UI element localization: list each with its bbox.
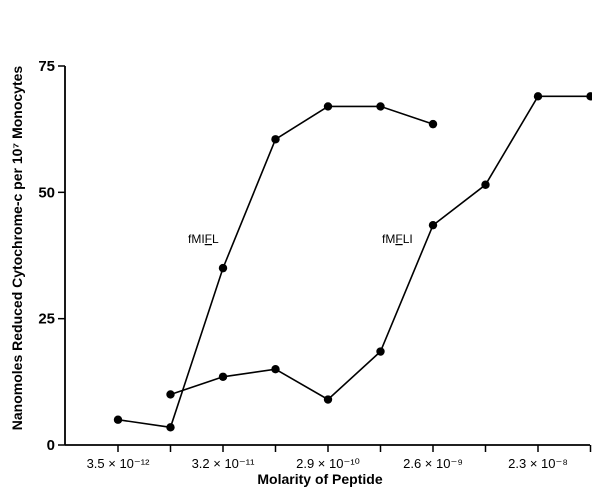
axes [64, 66, 590, 446]
y-tick-label-0: 0 [47, 437, 55, 454]
series-layer [113, 92, 592, 432]
data-point-fmifl-0 [113, 415, 123, 424]
data-point-fmfli-6 [481, 180, 490, 189]
data-point-fmifl-1 [166, 423, 175, 432]
y-tick-label-3: 75 [38, 58, 55, 75]
x-tick-label-1: 3.2 × 10⁻¹¹ [192, 456, 256, 471]
data-point-fmfli-0 [166, 390, 175, 399]
series-label-fmifl: fMIFL [188, 232, 219, 246]
data-point-fmfli-4 [376, 347, 385, 356]
data-point-fmfli-8 [586, 92, 592, 101]
x-tick-label-3: 2.6 × 10⁻⁹ [403, 456, 463, 471]
data-point-fmfli-7 [533, 92, 543, 101]
data-point-fmfli-3 [323, 395, 333, 404]
y-axis-title: Nanomoles Reduced Cytochrome-c per 10⁷ M… [9, 66, 25, 431]
series-label-fmfli: fMFLI [382, 232, 413, 246]
x-tick-label-2: 2.9 × 10⁻¹⁰ [296, 456, 360, 471]
data-point-fmifl-5 [376, 102, 385, 111]
data-point-fmfli-1 [218, 372, 228, 381]
data-point-fmifl-4 [323, 102, 333, 111]
x-tick-label-0: 3.5 × 10⁻¹² [87, 456, 151, 471]
data-point-fmifl-2 [218, 263, 228, 273]
data-point-fmfli-2 [271, 365, 280, 374]
y-ticks: 0 25 50 75 [38, 58, 65, 454]
y-tick-label-2: 50 [38, 184, 55, 201]
data-point-fmifl-6 [428, 119, 438, 129]
y-tick-label-1: 25 [38, 311, 55, 328]
x-ticks: 3.5 × 10⁻¹² 3.2 × 10⁻¹¹ 2.9 × 10⁻¹⁰ 2.6 × 1… [87, 445, 592, 471]
x-axis-title: Molarity of Peptide [257, 471, 382, 487]
series-line-fmifl [117, 105, 434, 429]
x-tick-label-4: 2.3 × 10⁻⁸ [508, 456, 568, 471]
data-point-fmfli-5 [428, 220, 438, 230]
data-point-fmifl-3 [271, 135, 280, 144]
